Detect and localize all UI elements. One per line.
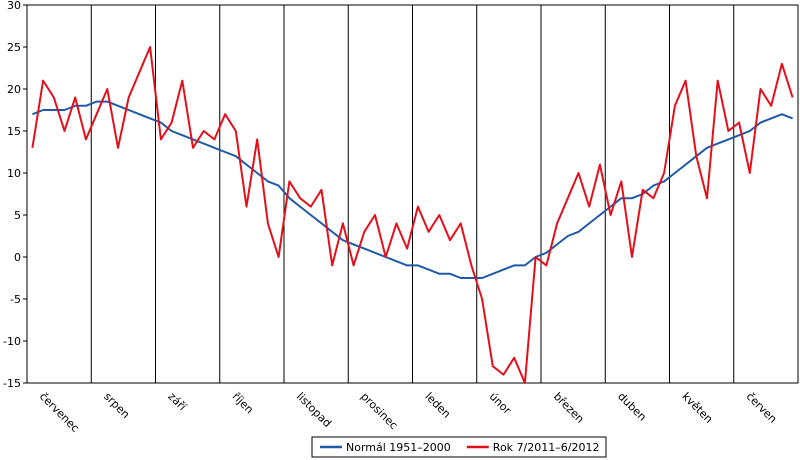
y-tick-label: -5 <box>10 293 21 306</box>
y-tick-label: 10 <box>7 167 21 180</box>
legend-label: Rok 7/2011–6/2012 <box>493 441 600 454</box>
x-tick-label: duben <box>615 390 649 424</box>
x-tick-label: listopad <box>294 390 334 430</box>
x-tick-label: říjen <box>230 390 256 416</box>
y-tick-label: -15 <box>3 377 21 390</box>
x-tick-label: leden <box>422 390 453 421</box>
x-tick-label: únor <box>487 390 514 417</box>
x-tick-label: červen <box>744 390 780 426</box>
y-tick-label: 20 <box>7 83 21 96</box>
legend-box <box>311 436 607 458</box>
x-tick-label: srpen <box>101 390 132 421</box>
y-tick-label: 0 <box>14 251 21 264</box>
x-tick-label: září <box>165 390 189 414</box>
y-tick-label: 30 <box>7 0 21 12</box>
series-line <box>31 46 794 384</box>
y-tick-label: 25 <box>7 41 21 54</box>
x-tick-label: březen <box>551 390 587 426</box>
y-tick-label: 5 <box>14 209 21 222</box>
legend-label: Normál 1951–2000 <box>346 441 451 454</box>
y-tick-label: -10 <box>3 335 21 348</box>
x-tick-label: květen <box>679 390 715 426</box>
x-tick-label: červenec <box>37 390 82 435</box>
x-tick-label: prosinec <box>358 390 400 432</box>
legend: Normál 1951–2000 Rok 7/2011–6/2012 <box>311 436 607 458</box>
y-tick-label: 15 <box>7 125 21 138</box>
